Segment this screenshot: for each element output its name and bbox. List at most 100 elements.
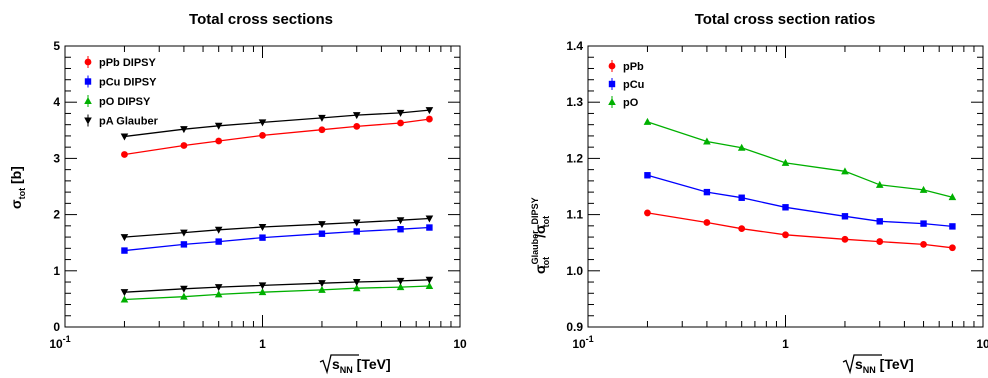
x-axis-label: sNN [TeV] xyxy=(842,354,914,375)
data-point xyxy=(782,231,789,239)
data-point xyxy=(397,119,404,127)
legend-label: pPb DIPSY xyxy=(99,57,157,69)
series-0 xyxy=(644,209,956,252)
data-point xyxy=(215,238,222,245)
x-axis-label: sNN [TeV] xyxy=(319,354,391,375)
chart-title: Total cross sections xyxy=(189,11,333,28)
data-point xyxy=(644,172,651,179)
data-point xyxy=(214,122,223,130)
x-tick-label-base: 1 xyxy=(259,337,266,351)
sqrt-symbol xyxy=(842,354,882,375)
data-point xyxy=(841,167,849,175)
y-axis-title-num: σ xyxy=(532,264,548,274)
data-point xyxy=(352,112,361,120)
data-point xyxy=(352,279,361,287)
data-point xyxy=(180,292,188,300)
series-3 xyxy=(120,107,434,141)
data-point xyxy=(120,295,129,303)
y-axis-title: σGlaubertot/σDIPSYtot xyxy=(530,197,551,274)
data-point xyxy=(318,221,326,229)
y-tick-label: 1.2 xyxy=(566,151,583,165)
data-point xyxy=(258,119,267,127)
y-tick-label: 0.9 xyxy=(566,320,583,334)
y-axis-title-num-sup: Glauber xyxy=(530,230,540,265)
data-point xyxy=(841,213,849,220)
x-axis-title-sub: NN xyxy=(863,365,876,375)
x-tick-label: 1 xyxy=(259,337,266,351)
x-tick-label-base: 10 xyxy=(453,337,467,351)
data-point xyxy=(426,224,433,231)
data-point xyxy=(841,235,849,243)
y-axis-ticks xyxy=(588,45,983,328)
data-point xyxy=(214,290,223,298)
data-point xyxy=(180,126,188,134)
series-line xyxy=(124,217,430,238)
x-tick-label: 10-1 xyxy=(49,334,70,351)
data-point xyxy=(643,117,652,125)
data-point xyxy=(737,143,746,151)
data-point xyxy=(644,209,651,217)
series-line xyxy=(124,226,430,252)
legend: pPb DIPSY pCu DIPSY pO DIPSY pA Glauber xyxy=(84,56,159,128)
data-point xyxy=(180,229,188,237)
data-point xyxy=(396,109,405,117)
legend-label: pCu DIPSY xyxy=(99,77,157,89)
x-axis-title-sub: NN xyxy=(340,365,353,375)
data-point xyxy=(781,158,790,166)
data-point xyxy=(425,107,434,115)
data-point xyxy=(352,284,361,292)
x-tick-label: 10-1 xyxy=(572,334,593,351)
y-axis-title-den: σ xyxy=(532,224,548,234)
legend-label: pPb xyxy=(623,61,644,73)
data-point xyxy=(120,234,129,242)
y-axis-ticks xyxy=(65,45,460,328)
y-tick-label: 1.4 xyxy=(566,39,583,53)
y-tick-label: 1.3 xyxy=(566,95,583,109)
x-axis-title-main: s xyxy=(332,356,340,372)
x-axis-ticks xyxy=(123,46,452,327)
y-axis-title-sub: tot xyxy=(17,188,27,200)
y-tick-label: 4 xyxy=(53,95,60,109)
x-tick-label-base: 10 xyxy=(49,337,63,351)
data-point xyxy=(121,151,128,158)
y-axis-title-slash: / xyxy=(532,234,548,238)
y-tick-label: 1.1 xyxy=(566,208,583,222)
data-point xyxy=(949,244,956,252)
data-point xyxy=(352,219,361,227)
data-point xyxy=(876,218,883,225)
data-point xyxy=(738,225,746,233)
series-line xyxy=(647,174,953,228)
data-point xyxy=(782,204,789,211)
series-1 xyxy=(121,224,433,254)
y-axis-title-num-sub: tot xyxy=(541,257,551,269)
data-point xyxy=(259,234,266,241)
x-axis-title-unit: [TeV] xyxy=(353,356,391,372)
sqrt-symbol xyxy=(319,354,359,375)
data-point xyxy=(703,219,711,226)
x-axis-title: sNN [TeV] xyxy=(855,356,914,375)
data-point xyxy=(426,115,433,123)
data-point xyxy=(318,114,326,122)
data-point xyxy=(876,238,884,245)
data-point xyxy=(425,215,434,223)
series-line xyxy=(647,212,953,249)
y-tick-label: 1.0 xyxy=(566,264,583,278)
x-tick-label-exponent: -1 xyxy=(586,334,594,344)
legend: pPb pCu pO xyxy=(608,60,644,109)
data-point xyxy=(180,285,188,293)
y-tick-label: 0 xyxy=(53,320,60,334)
series-0 xyxy=(121,115,433,158)
y-axis-title: σtot [b] xyxy=(8,166,27,209)
y-axis-title-den-sub: tot xyxy=(541,216,551,228)
data-point xyxy=(396,277,405,285)
data-point xyxy=(425,281,434,289)
x-tick-label-base: 1 xyxy=(782,337,789,351)
series-4 xyxy=(120,215,434,242)
series-5 xyxy=(120,276,434,297)
data-point xyxy=(214,226,223,234)
data-point xyxy=(425,276,434,284)
data-point xyxy=(215,137,223,145)
